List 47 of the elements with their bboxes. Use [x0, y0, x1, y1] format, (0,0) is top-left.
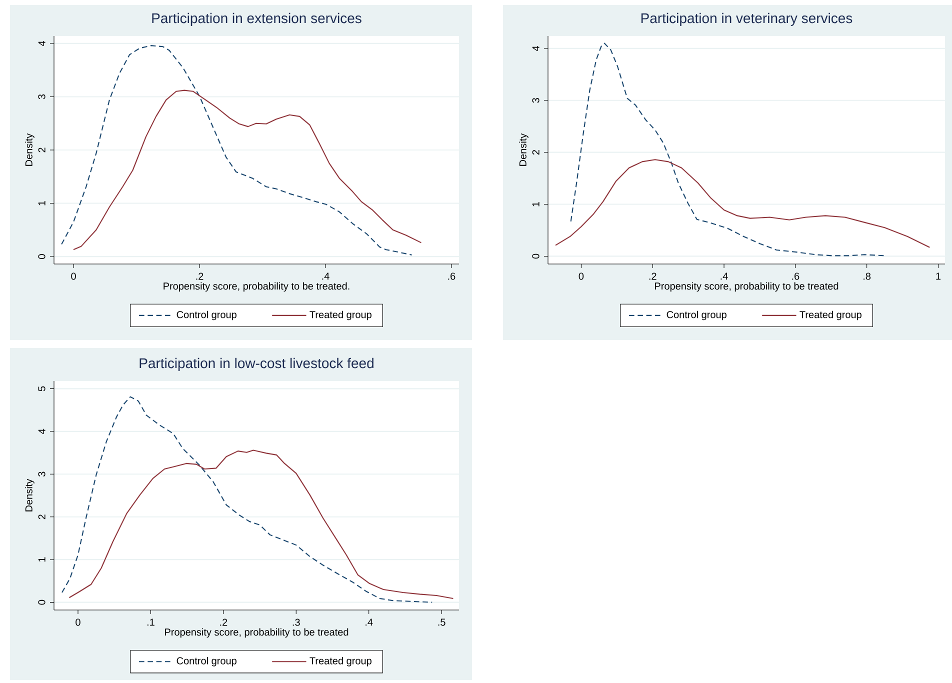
- x-tick-label: .6: [448, 272, 456, 280]
- y-tick-label: 0: [38, 600, 46, 605]
- legend-label: Treated group: [310, 310, 372, 320]
- x-tick-label: 1: [936, 272, 941, 280]
- y-tick-label: 2: [38, 148, 46, 152]
- y-tick-label: 5: [38, 386, 46, 392]
- legend-label: Control group: [666, 310, 726, 320]
- x-tick-label: .5: [438, 618, 446, 626]
- y-tick-label: 4: [38, 40, 46, 46]
- x-tick-label: .4: [366, 618, 373, 626]
- y-tick-label: 1: [38, 200, 46, 206]
- x-tick-label: .6: [792, 272, 800, 280]
- x-tick-label: .2: [649, 272, 656, 280]
- y-tick-label: 2: [532, 150, 540, 155]
- y-tick-label: 0: [532, 254, 540, 259]
- x-axis-title: Propensity score, probability to be treated: [165, 628, 348, 638]
- y-tick-label: 4: [532, 46, 540, 52]
- y-axis-title: Density: [25, 478, 34, 512]
- legend-label: Treated group: [800, 310, 862, 320]
- x-axis-title: Propensity score, probability to be treated.: [164, 282, 350, 292]
- y-tick-label: 3: [38, 472, 46, 477]
- y-tick-label: 4: [38, 428, 46, 434]
- y-tick-label: 0: [38, 254, 46, 259]
- y-tick-label: 1: [532, 202, 540, 206]
- x-tick-label: .4: [720, 272, 728, 280]
- chart-title: Participation in extension services: [152, 12, 362, 26]
- chart-title: Participation in low-cost livestock feed: [140, 358, 374, 371]
- x-tick-label: .3: [292, 618, 300, 626]
- legend-label: Treated group: [310, 657, 372, 666]
- x-tick-label: 0: [71, 272, 76, 280]
- x-axis-title: Propensity score, probability to be treated: [655, 282, 838, 292]
- y-tick-label: 3: [38, 94, 46, 100]
- x-tick-label: .1: [147, 618, 154, 626]
- legend-label: Control group: [176, 310, 236, 320]
- y-axis-title: Density: [519, 133, 528, 166]
- legend-label: Control group: [176, 657, 236, 666]
- y-tick-label: 3: [532, 98, 540, 103]
- x-tick-label: 0: [578, 272, 584, 280]
- x-tick-label: .2: [196, 272, 204, 280]
- x-tick-label: .2: [220, 618, 228, 626]
- y-tick-label: 1: [38, 557, 46, 562]
- x-tick-label: .4: [322, 272, 330, 280]
- y-tick-label: 2: [38, 514, 46, 520]
- chart-title: Participation in veterinary services: [641, 12, 852, 26]
- y-axis-title: Density: [25, 133, 34, 166]
- x-tick-label: 0: [76, 618, 80, 626]
- x-tick-label: .8: [864, 272, 871, 280]
